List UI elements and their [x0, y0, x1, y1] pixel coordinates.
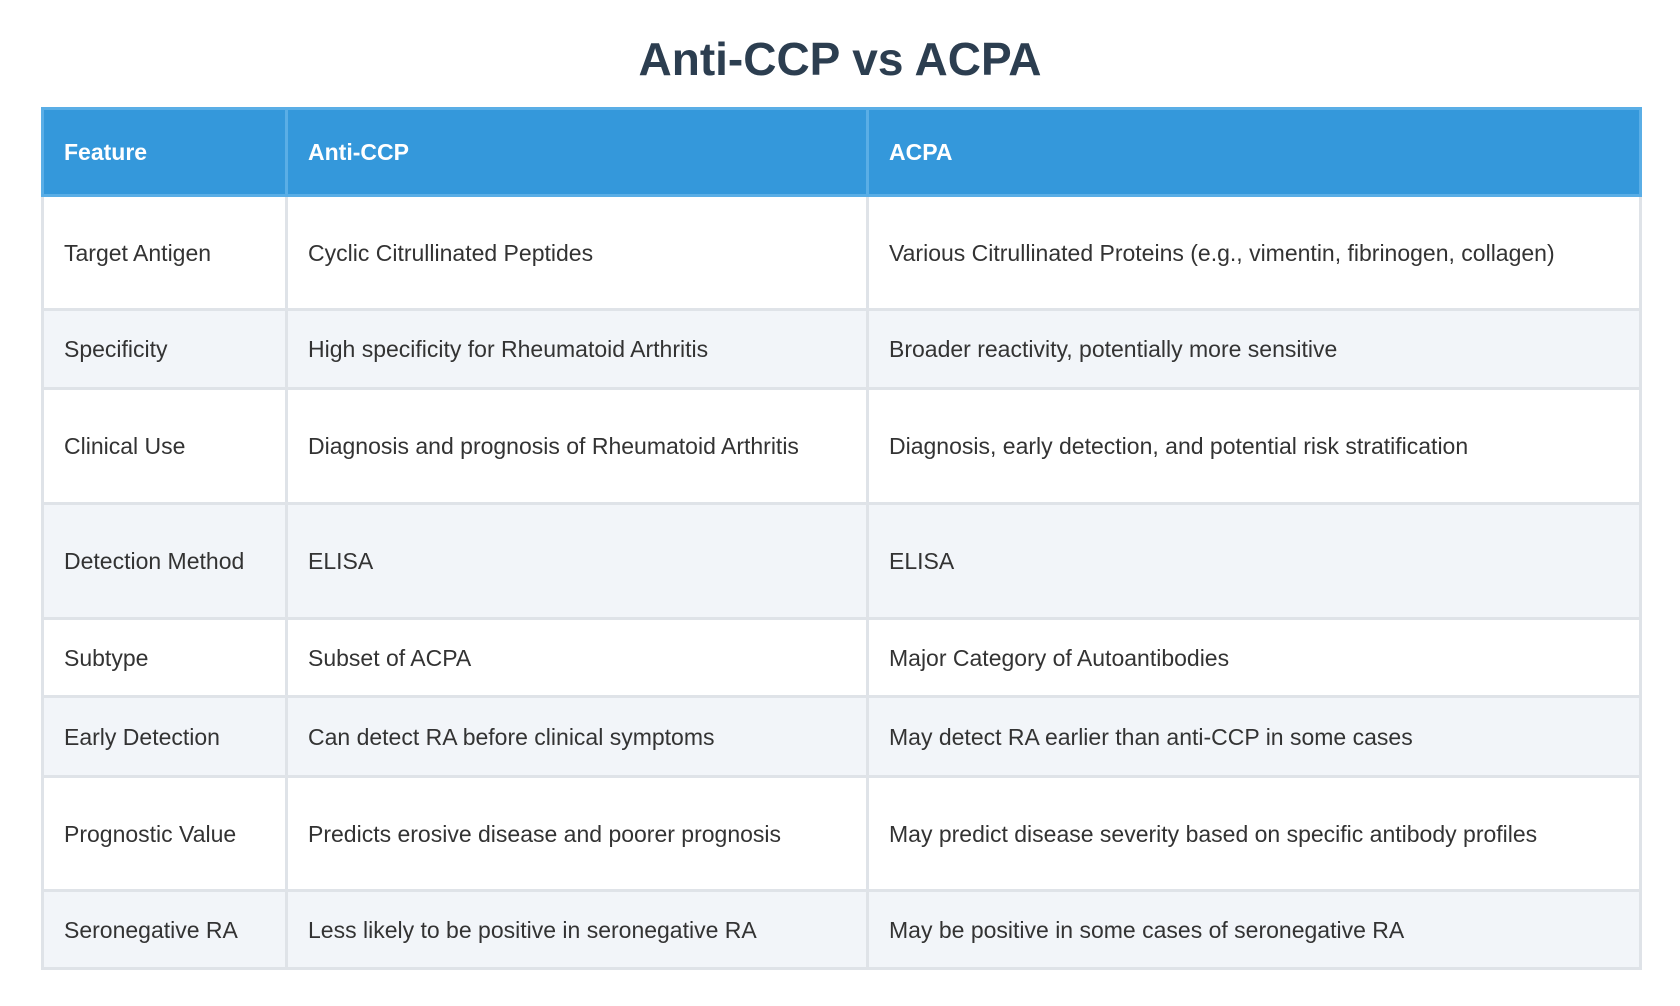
table-row: Seronegative RA Less likely to be positiv…: [41, 889, 1642, 970]
anti-ccp-cell: Diagnosis and prognosis of Rheumatoid Ar…: [285, 387, 869, 505]
table-row: Subtype Subset of ACPA Major Category of A…: [41, 617, 1642, 698]
header-row: Feature Anti-CCP ACPA: [41, 107, 1642, 197]
feature-cell: Detection Method: [41, 502, 288, 620]
acpa-cell: ELISA: [866, 502, 1642, 620]
acpa-cell: May predict disease severity based on sp…: [866, 775, 1642, 892]
table-row: Detection Method ELISA ELISA: [41, 502, 1642, 620]
comparison-table: Feature Anti-CCP ACPA Target Antigen Cycl…: [41, 107, 1642, 970]
acpa-cell: Various Citrullinated Proteins (e.g., vi…: [866, 194, 1642, 311]
table-row: Clinical Use Diagnosis and prognosis of R…: [41, 387, 1642, 505]
feature-cell: Subtype: [41, 617, 288, 698]
feature-cell: Clinical Use: [41, 387, 288, 505]
header-anti-ccp: Anti-CCP: [285, 107, 869, 197]
feature-cell: Prognostic Value: [41, 775, 288, 892]
anti-ccp-cell: Cyclic Citrullinated Peptides: [285, 194, 869, 311]
table-row: Prognostic Value Predicts erosive disease…: [41, 775, 1642, 892]
anti-ccp-cell: Subset of ACPA: [285, 617, 869, 698]
anti-ccp-cell: Less likely to be positive in seronegati…: [285, 889, 869, 970]
anti-ccp-cell: ELISA: [285, 502, 869, 620]
acpa-cell: May detect RA earlier than anti-CCP in s…: [866, 695, 1642, 778]
table-row: Target Antigen Cyclic Citrullinated Pepti…: [41, 194, 1642, 311]
acpa-cell: Broader reactivity, potentially more sen…: [866, 308, 1642, 390]
acpa-cell: Major Category of Autoantibodies: [866, 617, 1642, 698]
table-body: Target Antigen Cyclic Citrullinated Pepti…: [41, 194, 1642, 970]
feature-cell: Target Antigen: [41, 194, 288, 311]
table-row: Early Detection Can detect RA before clin…: [41, 695, 1642, 778]
header-acpa: ACPA: [866, 107, 1642, 197]
table-row: Specificity High specificity for Rheumato…: [41, 308, 1642, 390]
acpa-cell: May be positive in some cases of seroneg…: [866, 889, 1642, 970]
acpa-cell: Diagnosis, early detection, and potentia…: [866, 387, 1642, 505]
anti-ccp-cell: High specificity for Rheumatoid Arthriti…: [285, 308, 869, 390]
feature-cell: Early Detection: [41, 695, 288, 778]
anti-ccp-cell: Can detect RA before clinical symptoms: [285, 695, 869, 778]
page-title: Anti-CCP vs ACPA: [638, 33, 1042, 85]
header-feature: Feature: [41, 107, 288, 197]
anti-ccp-cell: Predicts erosive disease and poorer prog…: [285, 775, 869, 892]
feature-cell: Specificity: [41, 308, 288, 390]
feature-cell: Seronegative RA: [41, 889, 288, 970]
